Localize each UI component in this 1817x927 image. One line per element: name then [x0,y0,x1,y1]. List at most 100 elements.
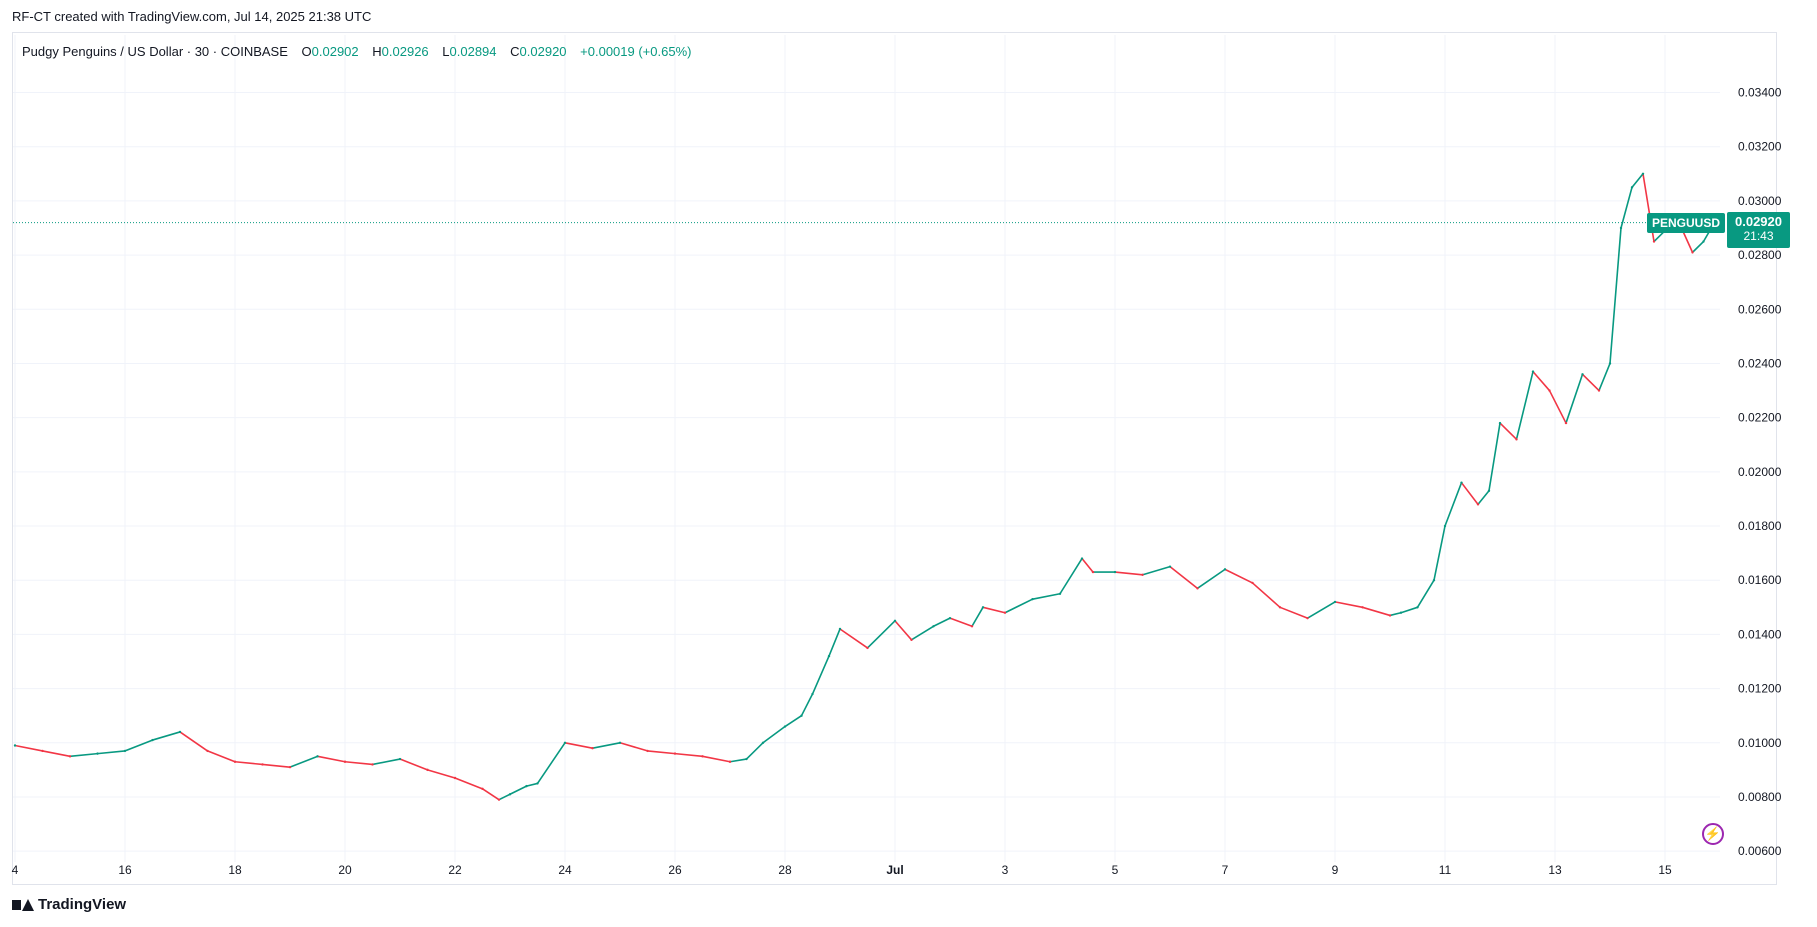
price-segment [745,741,764,760]
x-tick-label: 13 [1548,863,1562,877]
price-segment [1004,598,1034,614]
price-point [1531,370,1535,373]
price-point [1630,186,1634,189]
price-point [316,755,319,758]
chart-legend: Pudgy Penguins / US Dollar · 30 · COINBA… [22,44,691,59]
y-tick-label: 0.02000 [1738,465,1782,479]
price-point [481,787,484,791]
price-point [1168,565,1172,568]
price-point [1388,614,1392,617]
price-point [1619,226,1623,230]
last-price: 0.02920 [1735,213,1782,229]
price-segment [1515,370,1534,441]
price-segment [151,731,181,741]
price-point [1141,573,1144,576]
x-tick-label: 15 [1658,863,1672,877]
price-point [288,765,292,769]
price-point [1251,581,1254,585]
price-point [1223,568,1227,571]
price-point [398,757,402,761]
tradingview-logo[interactable]: TradingView [12,896,126,913]
price-segment [866,620,896,649]
price-segment [646,750,676,755]
y-tick-label: 0.01800 [1738,519,1782,533]
price-segment [1306,601,1336,619]
price-segment [69,752,99,758]
price-point [1498,421,1502,425]
price-segment [289,755,319,768]
price-point [1581,373,1584,376]
price-point [1058,592,1062,595]
price-point [123,749,127,753]
y-tick-label: 0.01000 [1738,736,1782,750]
price-segment [1114,571,1144,576]
price-point [932,625,935,628]
price-segment [1691,240,1705,254]
price-point [591,747,594,750]
price-point [1641,172,1645,175]
price-segment [1059,557,1083,595]
price-segment [1598,362,1611,392]
x-tick-label: 16 [118,863,132,877]
price-segment [800,693,814,717]
price-segment [1609,227,1622,365]
x-tick-label: 9 [1332,863,1339,877]
price-segment [41,750,71,758]
price-segment [1224,568,1254,584]
price-segment [1488,422,1501,492]
price-point [1031,597,1034,601]
price-segment [828,628,841,657]
price-point [1548,389,1551,392]
price-segment [1416,579,1435,609]
legend-close-label: C [510,44,520,59]
price-point [1460,481,1463,484]
price-segment [234,760,264,766]
price-point [1080,557,1084,560]
price-point [151,738,154,742]
y-tick-label: 0.02400 [1738,356,1782,370]
price-segment [1334,601,1364,609]
y-tick-label: 0.00600 [1738,844,1782,858]
price-point [1691,251,1694,254]
price-point [827,654,831,658]
price-chart[interactable]: 0.03400 0.03200 0.03000 0.02800 0.02600 0.024… [0,0,1817,880]
price-point [1416,606,1419,609]
x-tick-label: 22 [448,863,462,877]
price-segment [96,750,126,755]
price-segment [1460,481,1479,506]
price-point [783,725,787,728]
chart-frame[interactable] [12,32,1777,885]
price-point [1278,606,1282,609]
price-segment [124,739,154,752]
price-point [646,749,649,753]
price-point [1432,579,1436,582]
price-segment [910,625,935,641]
price-segment [498,793,511,801]
price-point [371,763,374,766]
price-segment [1279,606,1309,619]
price-point [343,760,347,763]
price-segment [932,617,951,628]
y-tick-label: 0.02600 [1738,302,1782,316]
price-point [1652,240,1656,243]
last-price-badge: 0.02920 21:43 [1727,211,1790,248]
legend-high: 0.02926 [381,44,429,59]
price-point [811,692,814,696]
price-point [1361,606,1364,609]
price-segment [839,628,869,649]
lightning-icon[interactable]: ⚡ [1702,823,1724,845]
price-point [1113,570,1117,574]
tradingview-logo-icon [12,898,34,912]
legend-high-label: H [372,44,382,59]
price-point [1597,389,1601,392]
price-point [800,714,803,717]
price-point [178,730,182,734]
price-segment [1548,389,1567,424]
price-segment [371,758,401,766]
x-tick-label: 5 [1112,863,1119,877]
price-point [893,619,897,623]
price-segment [1631,172,1644,189]
price-point [1003,611,1007,614]
legend-change: +0.00019 (+0.65%) [580,44,692,59]
price-segment [1361,606,1391,617]
